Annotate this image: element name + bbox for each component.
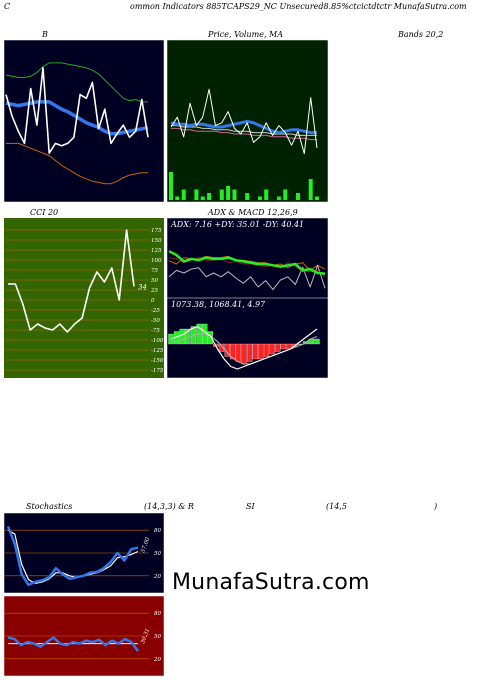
cci-tick-label: 75 bbox=[151, 268, 158, 274]
bb-lower-line bbox=[6, 142, 148, 185]
price-ma-label: Price, Volume, MA bbox=[208, 30, 284, 39]
cci-tick-label: -75 bbox=[151, 328, 160, 334]
volume-bar bbox=[245, 193, 250, 200]
watermark: MunafaSutra.com bbox=[172, 570, 370, 595]
cci-bg bbox=[4, 218, 164, 378]
volume-bar bbox=[219, 189, 224, 200]
cci-tick-label: 100 bbox=[151, 258, 162, 264]
stoch-tick-label: 80 bbox=[154, 528, 161, 534]
macd-histogram-bar bbox=[280, 343, 286, 350]
macd-histogram-bar bbox=[252, 343, 258, 360]
macd-histogram-bar bbox=[218, 343, 225, 352]
stoch-tick-label: 50 bbox=[154, 551, 161, 557]
macd-legend: 1073.38, 1068.41, 4.97 bbox=[171, 300, 266, 309]
ma-pink-line bbox=[171, 127, 317, 141]
stoch-d-line bbox=[7, 529, 139, 585]
macd-histogram-bar bbox=[269, 343, 275, 355]
cci-tick-label: 175 bbox=[151, 228, 162, 234]
macd-histogram-bar bbox=[275, 343, 281, 352]
volume-bar bbox=[264, 189, 269, 200]
stoch-params-label: (14,3,3) & R bbox=[144, 502, 194, 511]
stoch-tick-label: 20 bbox=[153, 574, 161, 580]
rsi-tick-label: 50 bbox=[154, 634, 161, 640]
ma-blue-line bbox=[170, 119, 317, 135]
macd-histogram-bar bbox=[246, 343, 253, 362]
rsi-chart: 80 50 20 30.31 bbox=[4, 596, 164, 676]
bb-label: B bbox=[42, 30, 48, 39]
rsi-tick-label: 20 bbox=[153, 657, 161, 663]
cci-label: CCI 20 bbox=[30, 208, 59, 217]
volume-bar bbox=[207, 193, 212, 200]
bb-close-line bbox=[5, 66, 149, 154]
adx-label: ADX & MACD 12,26,9 bbox=[208, 208, 298, 217]
cci-tick-label: 125 bbox=[151, 248, 162, 254]
stochastics-chart: 80 50 20 57.00 bbox=[4, 513, 164, 593]
stoch-label: Stochastics bbox=[26, 502, 73, 511]
volume-bar bbox=[232, 189, 237, 200]
cci-chart: 175 150 125 100 75 50 25 0 -25 -50 -75 -100 -125 -150… bbox=[4, 218, 164, 378]
macd-histogram-bar bbox=[230, 343, 236, 360]
rsi-params-label: (14,5 bbox=[326, 502, 347, 511]
rsi-paren-label: ) bbox=[434, 502, 438, 511]
stoch-last-label: 57.00 bbox=[140, 536, 151, 553]
macd-histogram-bar bbox=[263, 343, 270, 357]
bands-label: Bands 20,2 bbox=[398, 30, 444, 39]
volume-bar bbox=[226, 186, 231, 200]
volume-bar bbox=[257, 196, 262, 200]
macd-histogram-bar bbox=[241, 343, 247, 365]
price-ma-chart bbox=[167, 40, 328, 202]
volume-bar bbox=[296, 193, 300, 200]
cci-tick-label: -25 bbox=[151, 308, 160, 314]
adx-white-line bbox=[168, 264, 326, 291]
adx-macd-chart: ADX: 7.16 +DY: 35.01 -DY: 40.41 1073.38,… bbox=[167, 218, 328, 378]
cci-tick-label: 150 bbox=[151, 238, 162, 244]
volume-bar bbox=[308, 179, 313, 200]
volume-bar bbox=[276, 196, 281, 200]
rsi-label: SI bbox=[246, 502, 255, 511]
cci-tick-label: -125 bbox=[151, 348, 164, 354]
price-line bbox=[170, 88, 318, 155]
bb-upper-line bbox=[5, 62, 148, 103]
adx-line bbox=[168, 250, 326, 275]
macd-histogram-bar bbox=[179, 328, 185, 345]
rsi-last-label: 30.31 bbox=[140, 628, 151, 645]
volume-bar bbox=[315, 196, 319, 200]
ma-white-line bbox=[171, 125, 317, 136]
page-title: ommon Indicators 885TCAPS29_NC Unsecured… bbox=[130, 2, 467, 11]
cci-tick-label: 25 bbox=[150, 288, 158, 294]
cci-tick-label: 50 bbox=[151, 278, 158, 284]
volume-bar bbox=[181, 189, 186, 200]
cci-tick-label: -100 bbox=[151, 338, 164, 344]
rsi-tick-label: 80 bbox=[154, 611, 161, 617]
cci-tick-label: -150 bbox=[151, 358, 164, 364]
rsi-line bbox=[7, 636, 140, 652]
volume-bar bbox=[169, 172, 173, 200]
macd-histogram-bar bbox=[258, 343, 264, 360]
volume-bar bbox=[194, 189, 199, 200]
volume-bar bbox=[200, 196, 205, 200]
bollinger-chart bbox=[4, 40, 164, 202]
macd-signal-line bbox=[171, 333, 318, 365]
volume-bar bbox=[175, 196, 180, 200]
cci-tick-label: -50 bbox=[151, 318, 160, 324]
cci-tick-label: -175 bbox=[151, 368, 164, 374]
volume-bar bbox=[283, 189, 288, 200]
stoch-k-line bbox=[6, 525, 139, 587]
adx-legend: ADX: 7.16 +DY: 35.01 -DY: 40.41 bbox=[170, 220, 304, 229]
macd-histogram-bar bbox=[235, 343, 242, 362]
cci-tick-label: 0 bbox=[151, 298, 155, 304]
macd-histogram-bar bbox=[314, 338, 320, 345]
header-left-letter: C bbox=[4, 2, 11, 11]
macd-line bbox=[170, 325, 318, 370]
cci-last-value: 34 bbox=[138, 283, 147, 291]
cci-line bbox=[8, 229, 135, 333]
